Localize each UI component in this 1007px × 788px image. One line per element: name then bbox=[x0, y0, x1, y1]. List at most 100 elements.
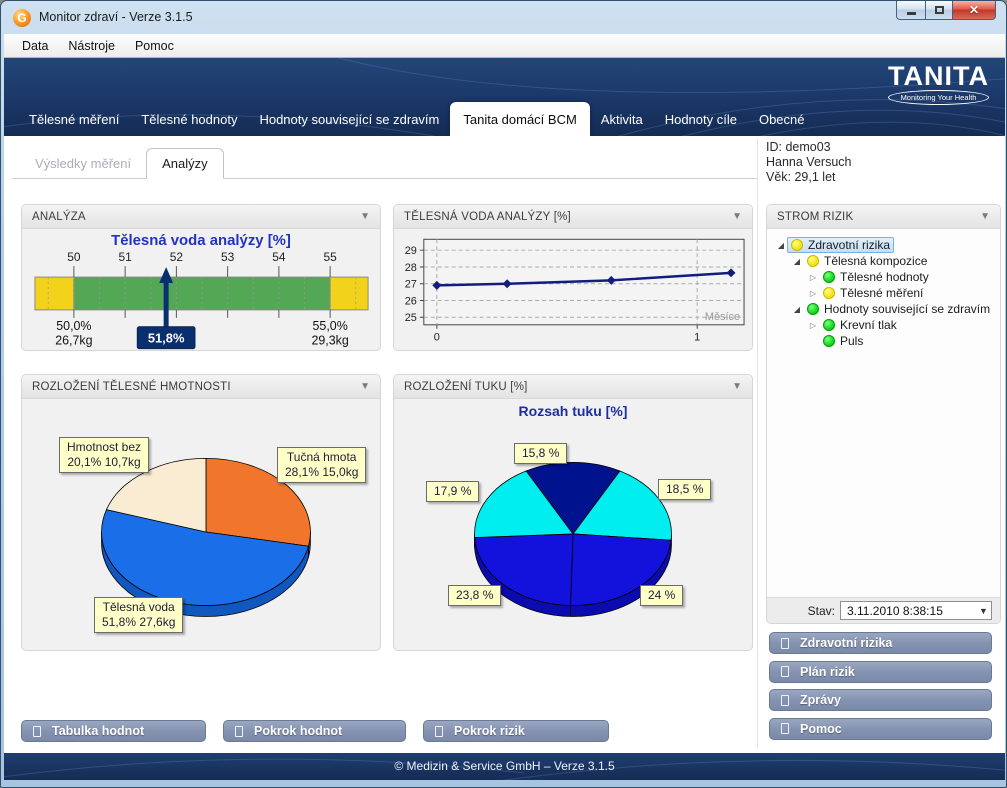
pokrok-rizik-button[interactable]: Pokrok rizik bbox=[423, 720, 609, 742]
tab-obecne[interactable]: Obecné bbox=[758, 112, 805, 127]
tree-item-hodnoty-souvisejici-se-zdravim[interactable]: ◢ Hodnoty související se zdravím bbox=[773, 301, 998, 317]
status-date-select[interactable]: 3.11.2010 8:38:15 ▼ bbox=[840, 601, 992, 620]
zpravy-button[interactable]: Zprávy bbox=[769, 689, 992, 711]
menu-data[interactable]: Data bbox=[22, 38, 49, 53]
minimize-button[interactable] bbox=[896, 1, 925, 20]
svg-text:55: 55 bbox=[324, 250, 338, 264]
square-icon bbox=[435, 725, 443, 737]
expand-node-icon[interactable]: ▷ bbox=[809, 288, 817, 298]
panel-analyza-header[interactable]: ANALÝZA ▼ bbox=[22, 205, 380, 229]
svg-text:53: 53 bbox=[221, 250, 235, 264]
header-band: TANITA Monitoring Your Health Tělesné mě… bbox=[4, 58, 1005, 136]
chevron-down-icon: ▼ bbox=[979, 605, 988, 616]
expand-node-icon[interactable]: ▷ bbox=[809, 320, 817, 330]
panel-tuku-title: ROZLOŽENÍ TUKU [%] bbox=[404, 380, 528, 393]
collapse-node-icon[interactable]: ◢ bbox=[777, 240, 785, 250]
collapse-arrow-icon[interactable]: ▼ bbox=[980, 211, 990, 222]
tabulka-hodnot-button[interactable]: Tabulka hodnot bbox=[21, 720, 206, 742]
svg-text:28: 28 bbox=[405, 262, 417, 274]
pokrok-hodnot-button[interactable]: Pokrok hodnot bbox=[223, 720, 406, 742]
main-content: Výsledky měření Analýzy ID: demo03 Hanna … bbox=[4, 136, 1005, 753]
tab-telesne-hodnoty[interactable]: Tělesné hodnoty bbox=[141, 112, 238, 127]
patient-id: ID: demo03 bbox=[766, 140, 831, 154]
svg-text:Měsíce: Měsíce bbox=[705, 311, 740, 323]
panel-analyza-title: ANALÝZA bbox=[32, 210, 86, 223]
tree-item-label: Tělesné hodnoty bbox=[840, 270, 929, 284]
pie-label: 18,5 % bbox=[658, 479, 712, 500]
close-icon: ✕ bbox=[968, 3, 980, 17]
menu-bar: Data Nástroje Pomoc bbox=[4, 34, 1005, 58]
svg-text:25: 25 bbox=[405, 312, 417, 324]
app-icon: G bbox=[13, 9, 31, 27]
tab-hodnoty-cile[interactable]: Hodnoty cíle bbox=[664, 112, 737, 127]
panel-tuku-header[interactable]: ROZLOŽENÍ TUKU [%] ▼ bbox=[394, 375, 752, 399]
plan-rizik-button[interactable]: Plán rizik bbox=[769, 660, 992, 683]
panel-tuku: ROZLOŽENÍ TUKU [%] ▼ Rozsah tuku [%] 15,… bbox=[393, 374, 753, 651]
button-label: Pomoc bbox=[800, 721, 842, 736]
tab-hodnoty-souvisejici-se-zdravim[interactable]: Hodnoty související se zdravím bbox=[259, 112, 440, 127]
risk-status-green-icon bbox=[823, 319, 835, 331]
tab-tanita-domaci-bcm[interactable]: Tanita domácí BCM bbox=[450, 102, 590, 136]
pie-label: 24 % bbox=[640, 585, 684, 606]
panel-voda: TĚLESNÁ VODA ANALÝZY [%] ▼ 25 26 27 28 29 0 1 M… bbox=[393, 204, 753, 351]
tree-item-telesne-hodnoty[interactable]: ▷ Tělesné hodnoty bbox=[773, 269, 998, 285]
fat-range-pie-chart bbox=[474, 461, 672, 617]
collapse-arrow-icon[interactable]: ▼ bbox=[732, 211, 742, 222]
patient-age: Věk: 29,1 let bbox=[766, 170, 836, 184]
svg-text:29,3kg: 29,3kg bbox=[311, 334, 348, 348]
panel-strom-title: STROM RIZIK bbox=[777, 210, 854, 223]
risk-status-yellow-icon bbox=[791, 239, 803, 251]
button-label: Pokrok rizik bbox=[454, 724, 525, 738]
svg-text:29: 29 bbox=[405, 245, 417, 257]
fat-pie-title: Rozsah tuku [%] bbox=[518, 403, 628, 419]
square-icon bbox=[781, 723, 789, 734]
tree-item-puls[interactable]: Puls bbox=[773, 333, 998, 349]
button-label: Pokrok hodnot bbox=[254, 724, 343, 738]
panel-voda-title: TĚLESNÁ VODA ANALÝZY [%] bbox=[404, 210, 571, 223]
button-label: Tabulka hodnot bbox=[52, 724, 145, 738]
water-gauge-chart: Tělesná voda analýzy [%] 50 51 52 53 54 55 50,0… bbox=[34, 233, 369, 350]
collapse-arrow-icon[interactable]: ▼ bbox=[360, 381, 370, 392]
menu-pomoc[interactable]: Pomoc bbox=[134, 38, 174, 53]
close-button[interactable]: ✕ bbox=[953, 1, 996, 20]
tree-item-label: Puls bbox=[840, 334, 864, 348]
expand-node-icon[interactable]: ▷ bbox=[809, 272, 817, 282]
subtab-vysledky-mereni[interactable]: Výsledky měření bbox=[35, 156, 132, 171]
pomoc-button[interactable]: Pomoc bbox=[769, 717, 992, 740]
brand-name: TANITA bbox=[888, 61, 989, 91]
svg-text:51: 51 bbox=[118, 250, 132, 264]
footer-decoration bbox=[4, 758, 1005, 780]
tab-telesne-mereni[interactable]: Tělesné měření bbox=[29, 112, 120, 127]
panel-hmotnost: ROZLOŽENÍ TĚLESNÉ HMOTNOSTI ▼ Hmotnost b… bbox=[21, 374, 381, 651]
tree-item-zdravotni-rizika[interactable]: ◢ Zdravotní rizika bbox=[773, 237, 998, 253]
square-icon bbox=[235, 725, 243, 737]
footer-text: © Medizin & Service GmbH – Verze 3.1.5 bbox=[394, 759, 615, 773]
panel-strom-header[interactable]: STROM RIZIK ▼ bbox=[767, 205, 1000, 229]
minimize-icon bbox=[906, 11, 916, 15]
tab-aktivita[interactable]: Aktivita bbox=[600, 112, 643, 127]
collapse-node-icon[interactable]: ◢ bbox=[793, 304, 801, 314]
title-bar[interactable]: G Monitor zdraví - Verze 3.1.5 ✕ bbox=[1, 1, 1006, 34]
zdravotni-rizika-button[interactable]: Zdravotní rizika bbox=[769, 632, 992, 654]
button-label: Plán rizik bbox=[800, 664, 855, 679]
collapse-node-icon[interactable]: ◢ bbox=[793, 256, 801, 266]
tree-item-krevni-tlak[interactable]: ▷ Krevní tlak bbox=[773, 317, 998, 333]
brand-logo: TANITA Monitoring Your Health bbox=[888, 63, 989, 105]
menu-nastroje[interactable]: Nástroje bbox=[68, 38, 115, 53]
maximize-button[interactable] bbox=[925, 1, 953, 20]
subtab-analyzy[interactable]: Analýzy bbox=[146, 148, 224, 179]
risk-status-yellow-icon bbox=[807, 255, 819, 267]
svg-text:Tělesná voda analýzy [%]: Tělesná voda analýzy [%] bbox=[111, 233, 291, 249]
svg-text:27: 27 bbox=[405, 279, 417, 291]
tree-item-telesna-kompozice[interactable]: ◢ Tělesná kompozice bbox=[773, 253, 998, 269]
collapse-arrow-icon[interactable]: ▼ bbox=[360, 211, 370, 222]
panel-voda-header[interactable]: TĚLESNÁ VODA ANALÝZY [%] ▼ bbox=[394, 205, 752, 229]
square-icon bbox=[33, 725, 41, 737]
maximize-icon bbox=[934, 6, 944, 14]
collapse-arrow-icon[interactable]: ▼ bbox=[732, 381, 742, 392]
tree-item-telesne-mereni[interactable]: ▷ Tělesné měření bbox=[773, 285, 998, 301]
square-icon bbox=[781, 694, 789, 706]
svg-text:26,7kg: 26,7kg bbox=[55, 334, 92, 348]
square-icon bbox=[781, 666, 789, 677]
panel-hmotnost-header[interactable]: ROZLOŽENÍ TĚLESNÉ HMOTNOSTI ▼ bbox=[22, 375, 380, 399]
